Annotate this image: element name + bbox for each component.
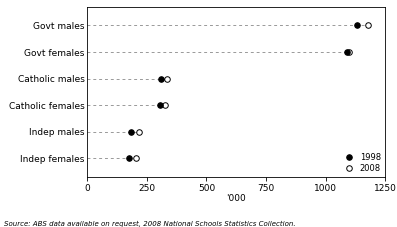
Legend: 1998, 2008: 1998, 2008 [341, 153, 381, 173]
X-axis label: '000: '000 [226, 194, 246, 203]
Text: Source: ABS data available on request, 2008 National Schools Statistics Collecti: Source: ABS data available on request, 2… [4, 221, 296, 227]
